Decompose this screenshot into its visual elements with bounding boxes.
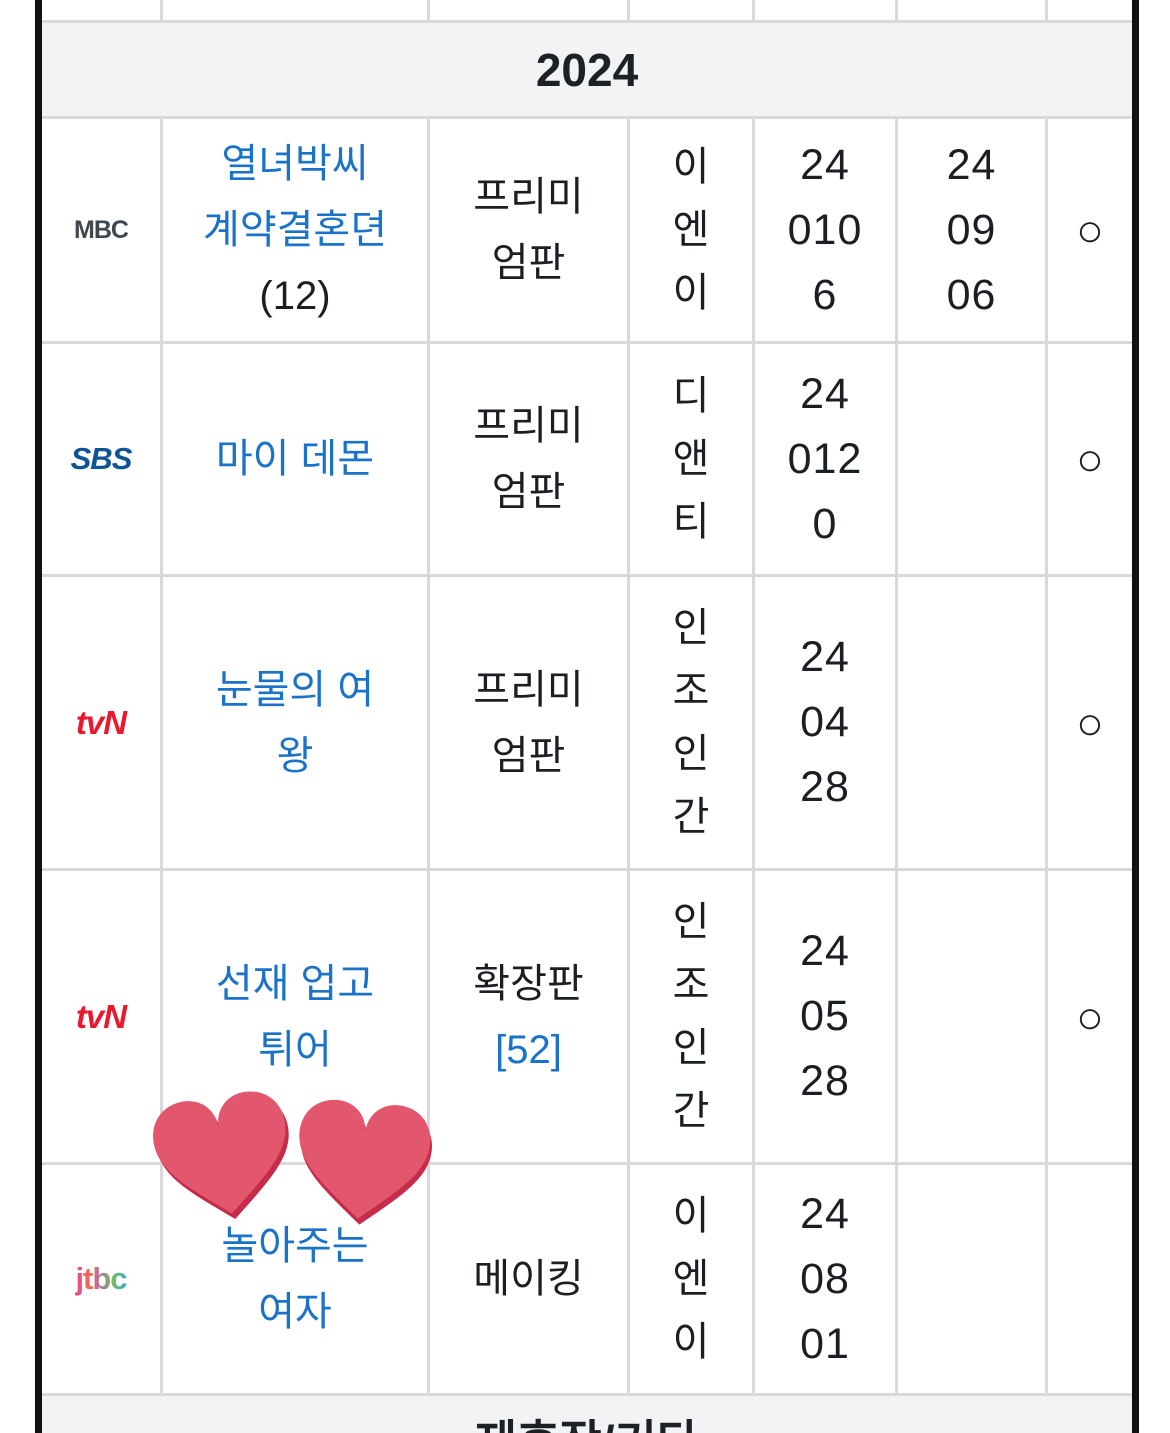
cropped-row-cell <box>630 0 752 20</box>
release-date-cell: 24 010 6 <box>755 119 895 341</box>
edition-cell: 메이킹 <box>430 1165 627 1393</box>
section-header-partial: 제휴작/기타 <box>42 1396 1132 1433</box>
jtbc-logo-icon: jtbc <box>75 1261 127 1296</box>
second-date-cell: 24 09 06 <box>898 119 1045 341</box>
title-cell: 열녀박씨 계약결혼뎐 (12) <box>163 119 427 341</box>
cropped-row-cell <box>898 0 1045 20</box>
second-date-cell <box>898 577 1045 868</box>
broadcaster-cell: tvN <box>42 577 160 868</box>
broadcaster-cell: MBC <box>42 119 160 341</box>
edition-cell: 확장판 [52] <box>430 871 627 1162</box>
release-date-cell: 24 05 28 <box>755 871 895 1162</box>
footnote-link[interactable]: [52] <box>495 1027 562 1072</box>
second-date-cell <box>898 344 1045 574</box>
release-mark <box>1048 1165 1132 1393</box>
release-mark: ○ <box>1048 871 1132 1162</box>
cropped-row-cell <box>163 0 427 20</box>
title-cell: 마이 데몬 <box>163 344 427 574</box>
title-link[interactable]: 선재 업고 튀어 <box>215 961 375 1072</box>
broadcaster-cell: jtbc <box>42 1165 160 1393</box>
company-cell: 이 엔 이 <box>630 1165 752 1393</box>
release-date-cell: 24 08 01 <box>755 1165 895 1393</box>
sbs-logo-icon: SBS <box>70 441 133 476</box>
mbc-logo-icon: MBC <box>74 215 129 244</box>
broadcaster-cell: SBS <box>42 344 160 574</box>
title-suffix: (12) <box>259 274 331 318</box>
edition-cell: 프리미 엄판 <box>430 577 627 868</box>
second-date-cell <box>898 871 1045 1162</box>
title-link[interactable]: 눈물의 여 왕 <box>215 667 375 778</box>
year-header: 2024 <box>42 23 1132 116</box>
cropped-row-cell <box>42 0 160 20</box>
title-cell: 선재 업고 튀어 <box>163 871 427 1162</box>
heart-icon <box>153 1091 289 1219</box>
broadcaster-cell: tvN <box>42 871 160 1162</box>
cropped-row-cell <box>755 0 895 20</box>
second-date-cell <box>898 1165 1045 1393</box>
edition-cell: 프리미 엄판 <box>430 119 627 341</box>
title-cell: 눈물의 여 왕 <box>163 577 427 868</box>
title-link[interactable]: 놀아주는 여자 <box>221 1224 369 1334</box>
title-link[interactable]: 열녀박씨 계약결혼뎐 <box>203 142 387 252</box>
release-date-cell: 24 012 0 <box>755 344 895 574</box>
heart-icon <box>299 1099 432 1225</box>
cropped-row-cell <box>1048 0 1132 20</box>
tvn-logo-icon: tvN <box>75 703 127 741</box>
release-mark: ○ <box>1048 577 1132 868</box>
release-mark: ○ <box>1048 119 1132 341</box>
edition-label: 확장판 <box>473 961 584 1006</box>
title-link[interactable]: 마이 데몬 <box>215 437 375 481</box>
company-cell: 이 엔 이 <box>630 119 752 341</box>
release-mark: ○ <box>1048 344 1132 574</box>
release-date-cell: 24 04 28 <box>755 577 895 868</box>
company-cell: 인 조 인 간 <box>630 871 752 1162</box>
company-cell: 디 앤 티 <box>630 344 752 574</box>
tvn-logo-icon: tvN <box>75 997 127 1035</box>
edition-cell: 프리미 엄판 <box>430 344 627 574</box>
company-cell: 인 조 인 간 <box>630 577 752 868</box>
cropped-row-cell <box>430 0 627 20</box>
